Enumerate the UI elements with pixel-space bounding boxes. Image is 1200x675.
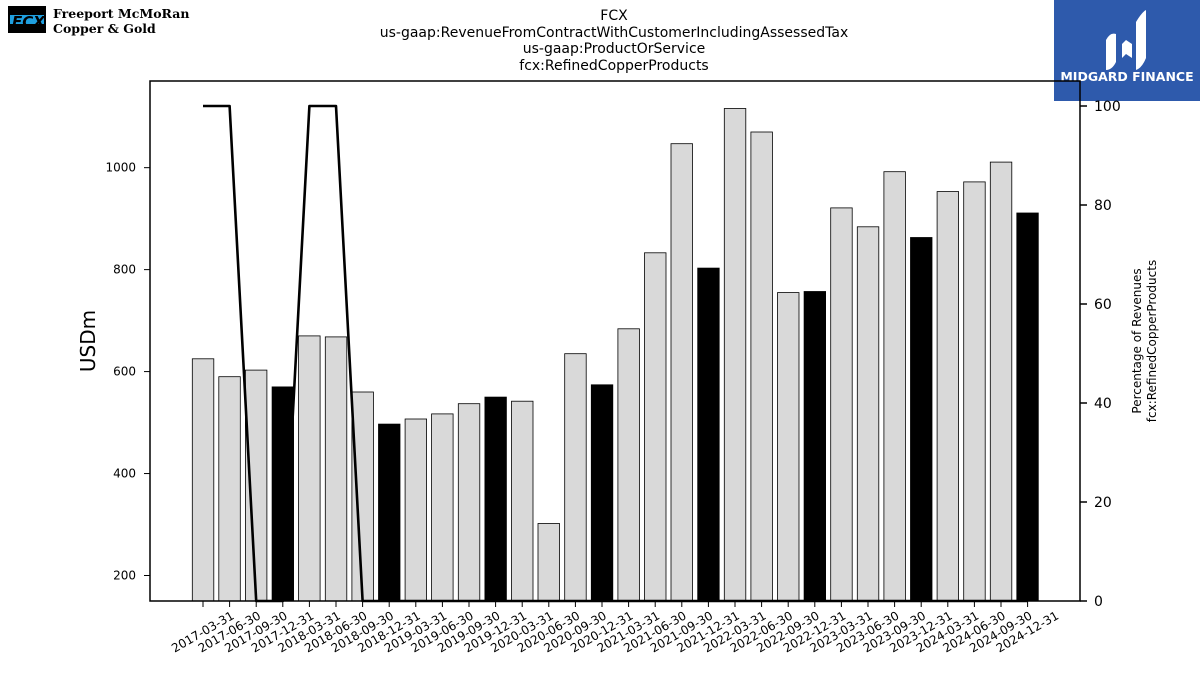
x-axis: 2017-03-312017-06-302017-09-302017-12-31… [169,601,1061,655]
y2-tick-label-40: 40 [1094,396,1112,412]
bar-2017-06-30 [218,376,241,602]
bar-2024-03-31 [936,191,959,602]
logo-line1: Freeport McMoRan [53,6,189,21]
bar-2024-06-30 [963,181,986,602]
midgard-finance-logo: MIDGARD FINANCE [1054,0,1200,101]
bar-2024-09-30 [989,161,1013,602]
bar-2019-03-31 [404,418,428,602]
svg-text:FCX: FCX [12,13,46,31]
bar-2017-09-30 [244,369,268,602]
bar-2022-12-31 [803,291,826,602]
bar-2021-12-31 [697,267,720,602]
chart-title-line-3: us-gaap:ProductOrService [522,41,706,57]
y-tick-label-600: 600 [113,365,136,379]
midgard-mark-icon [1106,10,1146,70]
chart-title-line-2: us-gaap:RevenueFromContractWithCustomerI… [379,24,849,41]
y-tick-label-1000: 1000 [105,161,136,175]
bar-2017-12-31 [271,386,295,602]
bar-2019-06-30 [431,413,454,602]
plot-frame [149,80,1081,602]
bar-2020-09-30 [564,353,587,602]
bar-2023-03-31 [830,207,853,602]
bar-2023-12-31 [910,237,933,602]
chart-title-line-1: FCX [600,8,628,24]
y2-axis-label-line-2: fcx:RefinedCopperProducts [1145,260,1159,422]
bar-2018-12-31 [378,423,401,602]
bar-2021-03-31 [617,328,640,602]
bar-2018-09-30 [351,391,374,602]
bar-2018-03-31 [298,335,321,602]
bar-2020-12-31 [590,384,614,602]
bar-2018-06-30 [324,336,348,602]
y2-tick-label-20: 20 [1094,495,1112,511]
bar-2023-06-30 [856,226,880,602]
bar-2022-06-30 [750,131,773,602]
bar-2020-03-31 [511,400,534,602]
y2-tick-label-80: 80 [1094,198,1112,214]
bars-group [191,108,1039,602]
bar-2022-09-30 [777,292,800,602]
bar-2019-12-31 [484,396,507,602]
bar-2023-09-30 [883,171,906,602]
y-axis-right: 0 20 40 60 80 100 [1080,99,1121,610]
y2-axis-label-line-1: Percentage of Revenues [1130,268,1144,413]
bar-2024-12-31 [1016,212,1039,602]
y-tick-label-800: 800 [113,263,136,277]
bar-2020-06-30 [537,523,560,602]
y2-tick-label-0: 0 [1094,594,1103,610]
chart-title: FCX us-gaap:RevenueFromContractWithCusto… [300,8,928,74]
bar-2022-03-31 [723,108,747,602]
bar-2021-09-30 [670,143,693,602]
bar-2017-03-31 [191,358,215,602]
bar-2021-06-30 [644,252,667,602]
bar-2019-09-30 [457,403,481,602]
chart-title-line-4: fcx:RefinedCopperProducts [519,57,709,74]
y-tick-label-400: 400 [113,467,136,481]
y2-tick-label-100: 100 [1094,99,1121,115]
y-axis-left: 200 400 600 800 1000 [105,161,150,583]
freeport-mcmoran-logo: FCX Freeport McMoRan Copper & Gold [8,6,218,38]
logo-line2: Copper & Gold [53,21,156,36]
y-axis-label: USDm [76,310,100,372]
y2-tick-label-60: 60 [1094,297,1112,313]
midgard-finance-text: MIDGARD FINANCE [1060,69,1193,84]
y-tick-label-200: 200 [113,569,136,583]
